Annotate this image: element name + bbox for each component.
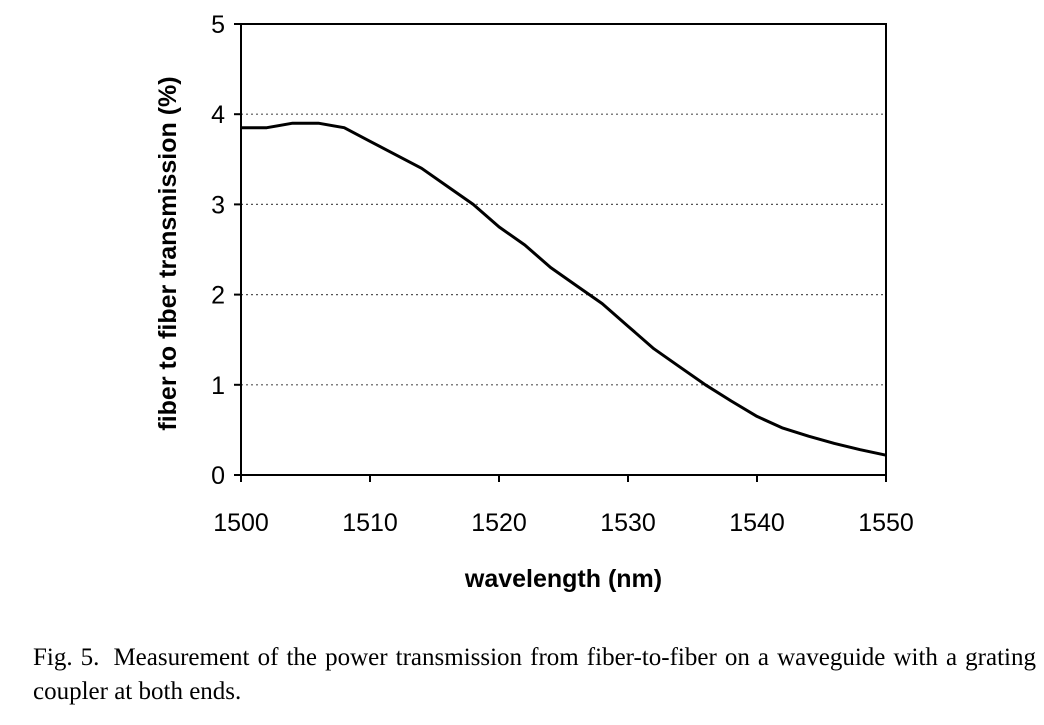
x-axis-title: wavelength (nm) <box>464 565 662 593</box>
y-axis-title: fiber to fiber transmission (%) <box>154 76 182 430</box>
x-tick-label: 1550 <box>858 509 914 537</box>
caption-text: Measurement of the power transmission fr… <box>33 644 1036 705</box>
series-line <box>241 121 887 457</box>
y-tick-label: 3 <box>211 191 225 219</box>
y-tick-label: 1 <box>211 372 225 400</box>
y-tick-label: 5 <box>211 11 225 39</box>
figure-caption: Fig. 5. Measurement of the power transmis… <box>33 641 1036 709</box>
y-tick-label: 4 <box>211 101 225 129</box>
x-tick-label: 1500 <box>213 509 269 537</box>
x-tick-label: 1520 <box>471 509 527 537</box>
y-tick-label: 0 <box>211 462 225 490</box>
y-tick-label: 2 <box>211 282 225 310</box>
caption-label: Fig. 5. <box>33 644 100 671</box>
plot-frame <box>240 23 887 476</box>
chart: 0 1 2 3 4 5 1500 1510 1520 1530 1540 1550 wavelengt… <box>154 11 914 593</box>
x-tick-label: 1540 <box>729 509 785 537</box>
ticks: 0 1 2 3 4 5 1500 1510 1520 1530 1540 1550 <box>211 11 914 537</box>
series-layer <box>241 121 887 457</box>
x-tick-label: 1530 <box>600 509 656 537</box>
gridlines <box>241 113 886 386</box>
x-tick-label: 1510 <box>342 509 398 537</box>
